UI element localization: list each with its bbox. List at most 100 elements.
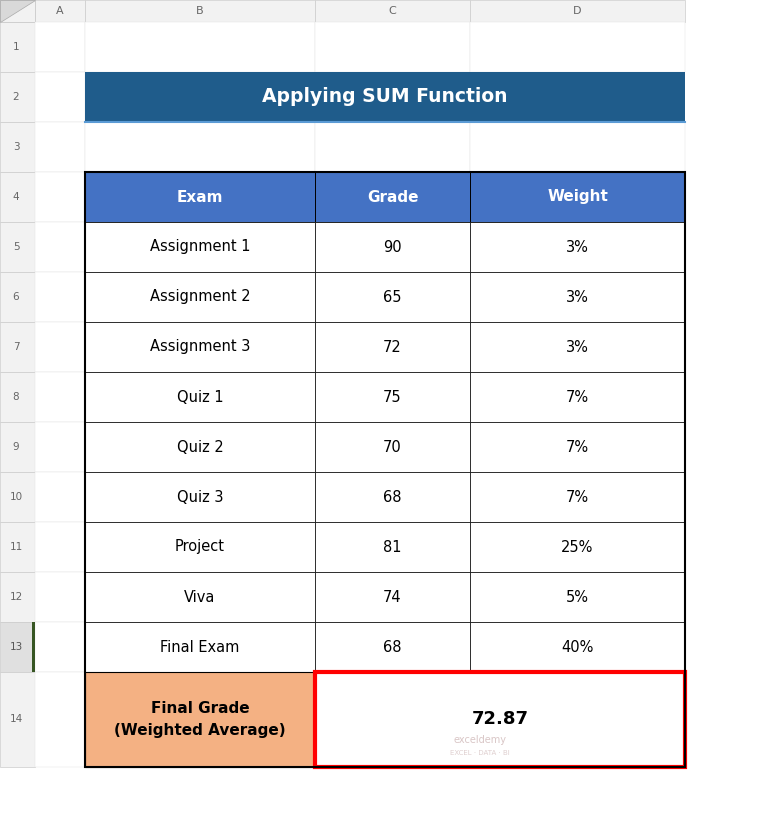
Text: 40%: 40% xyxy=(561,640,594,655)
Bar xyxy=(0,172,35,222)
Bar xyxy=(85,622,315,672)
Text: 9: 9 xyxy=(13,442,19,452)
Bar xyxy=(470,222,685,272)
Text: 3%: 3% xyxy=(566,290,589,305)
Bar xyxy=(85,472,315,522)
Text: Assignment 2: Assignment 2 xyxy=(150,290,250,305)
Bar xyxy=(470,322,685,372)
Text: 70: 70 xyxy=(384,439,402,454)
Bar xyxy=(35,672,85,767)
Text: 74: 74 xyxy=(384,590,402,605)
Text: EXCEL · DATA · BI: EXCEL · DATA · BI xyxy=(450,750,510,755)
Bar xyxy=(470,372,685,422)
Bar xyxy=(315,0,470,22)
Bar xyxy=(0,422,35,472)
Bar xyxy=(35,472,85,522)
Text: 5%: 5% xyxy=(566,590,589,605)
Bar xyxy=(35,272,85,322)
Bar xyxy=(35,172,85,222)
Bar xyxy=(470,122,685,172)
Bar xyxy=(85,222,315,272)
Text: Weight: Weight xyxy=(547,190,608,205)
Text: exceldemy: exceldemy xyxy=(453,735,506,745)
Bar xyxy=(0,372,35,422)
Text: 2: 2 xyxy=(13,92,19,102)
Text: 72: 72 xyxy=(384,339,402,354)
Bar xyxy=(315,672,685,767)
Bar xyxy=(35,322,85,372)
Bar xyxy=(85,72,685,122)
Bar xyxy=(35,572,85,622)
Bar xyxy=(315,172,470,222)
Bar xyxy=(0,0,35,22)
Text: 90: 90 xyxy=(384,240,402,255)
Bar xyxy=(85,22,315,72)
Bar xyxy=(315,472,470,522)
Bar xyxy=(32,622,35,672)
Bar xyxy=(315,522,470,572)
Bar xyxy=(470,422,685,472)
Text: D: D xyxy=(573,6,581,16)
Text: Grade: Grade xyxy=(367,190,418,205)
Bar xyxy=(315,122,470,172)
Bar xyxy=(85,0,315,22)
Text: 12: 12 xyxy=(9,592,22,602)
Bar xyxy=(35,72,85,122)
Bar xyxy=(315,672,685,767)
Text: 14: 14 xyxy=(9,715,22,725)
Text: 6: 6 xyxy=(13,292,19,302)
Text: Assignment 1: Assignment 1 xyxy=(150,240,250,255)
Text: Final Exam: Final Exam xyxy=(160,640,239,655)
Text: 75: 75 xyxy=(384,389,402,404)
Bar xyxy=(0,572,35,622)
Text: 68: 68 xyxy=(384,640,402,655)
Text: 65: 65 xyxy=(384,290,402,305)
Text: Quiz 2: Quiz 2 xyxy=(176,439,223,454)
Bar xyxy=(85,122,315,172)
Bar xyxy=(315,372,470,422)
Bar xyxy=(85,322,315,372)
Bar xyxy=(0,322,35,372)
Text: 11: 11 xyxy=(9,542,22,552)
Bar xyxy=(0,122,35,172)
Bar xyxy=(35,522,85,572)
Text: 81: 81 xyxy=(384,539,402,554)
Bar xyxy=(85,672,315,767)
Bar xyxy=(470,622,685,672)
Text: 13: 13 xyxy=(9,642,22,652)
Bar xyxy=(35,0,85,22)
Text: Viva: Viva xyxy=(184,590,216,605)
Bar xyxy=(35,422,85,472)
Bar xyxy=(315,572,470,622)
Bar xyxy=(470,572,685,622)
Text: 25%: 25% xyxy=(561,539,594,554)
Bar xyxy=(315,22,470,72)
Bar xyxy=(470,172,685,222)
Text: Quiz 3: Quiz 3 xyxy=(176,489,223,504)
Text: 3%: 3% xyxy=(566,339,589,354)
Text: Final Grade
(Weighted Average): Final Grade (Weighted Average) xyxy=(114,701,286,738)
Bar xyxy=(35,222,85,272)
Bar xyxy=(0,672,35,767)
Text: A: A xyxy=(56,6,64,16)
Text: 72.87: 72.87 xyxy=(472,711,528,729)
Text: 7: 7 xyxy=(13,342,19,352)
Bar xyxy=(35,22,85,72)
Bar xyxy=(315,622,470,672)
Bar xyxy=(85,572,315,622)
Text: 4: 4 xyxy=(13,192,19,202)
Bar xyxy=(35,372,85,422)
Bar xyxy=(470,522,685,572)
Bar xyxy=(0,222,35,272)
Text: Assignment 3: Assignment 3 xyxy=(150,339,250,354)
Text: 7%: 7% xyxy=(566,389,589,404)
Bar xyxy=(470,0,685,22)
Bar xyxy=(0,72,35,122)
Text: Exam: Exam xyxy=(176,190,223,205)
Text: 7%: 7% xyxy=(566,439,589,454)
Bar xyxy=(315,272,470,322)
Bar xyxy=(0,22,35,72)
Text: Project: Project xyxy=(175,539,225,554)
Bar xyxy=(315,422,470,472)
Text: 10: 10 xyxy=(9,492,22,502)
